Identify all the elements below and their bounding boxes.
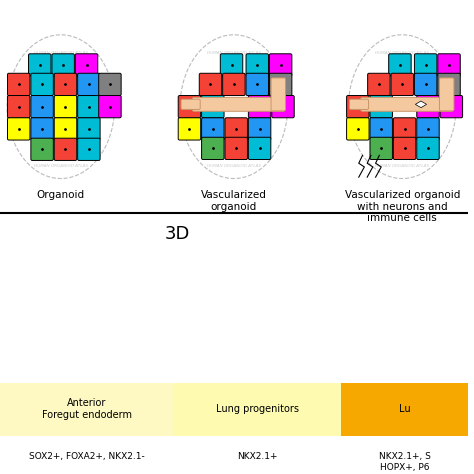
FancyBboxPatch shape	[248, 118, 271, 140]
FancyBboxPatch shape	[393, 137, 416, 160]
FancyBboxPatch shape	[8, 96, 30, 118]
FancyBboxPatch shape	[31, 96, 53, 118]
FancyBboxPatch shape	[178, 96, 201, 118]
Text: NKX2.1+: NKX2.1+	[237, 452, 277, 461]
FancyBboxPatch shape	[414, 54, 437, 76]
Polygon shape	[415, 101, 427, 108]
FancyBboxPatch shape	[361, 97, 453, 111]
Text: HUMAN ORGANOID ATLAS: HUMAN ORGANOID ATLAS	[375, 164, 429, 168]
FancyBboxPatch shape	[391, 73, 413, 96]
FancyBboxPatch shape	[269, 54, 292, 76]
FancyBboxPatch shape	[368, 73, 390, 96]
FancyBboxPatch shape	[223, 73, 245, 96]
FancyBboxPatch shape	[199, 73, 222, 96]
FancyBboxPatch shape	[417, 96, 439, 118]
FancyBboxPatch shape	[438, 73, 460, 96]
FancyBboxPatch shape	[181, 99, 200, 109]
FancyBboxPatch shape	[389, 54, 411, 76]
FancyBboxPatch shape	[8, 118, 30, 140]
FancyBboxPatch shape	[225, 137, 247, 160]
Text: Vascularized
organoid: Vascularized organoid	[201, 190, 267, 212]
Bar	[173, 383, 341, 436]
Text: HUMAN ORGANOID ATLAS: HUMAN ORGANOID ATLAS	[207, 51, 261, 55]
Bar	[0, 383, 173, 436]
FancyBboxPatch shape	[201, 96, 224, 118]
FancyBboxPatch shape	[31, 138, 53, 160]
FancyBboxPatch shape	[99, 96, 121, 118]
FancyBboxPatch shape	[220, 54, 243, 76]
FancyBboxPatch shape	[417, 118, 439, 140]
FancyBboxPatch shape	[370, 137, 392, 160]
FancyBboxPatch shape	[248, 137, 271, 160]
FancyBboxPatch shape	[78, 138, 100, 160]
FancyBboxPatch shape	[414, 73, 437, 96]
FancyBboxPatch shape	[246, 54, 268, 76]
FancyBboxPatch shape	[54, 118, 77, 140]
FancyBboxPatch shape	[271, 78, 285, 111]
Text: Organoid: Organoid	[37, 190, 85, 200]
FancyBboxPatch shape	[99, 73, 121, 96]
FancyBboxPatch shape	[78, 96, 100, 118]
FancyBboxPatch shape	[75, 54, 98, 76]
Text: Lu: Lu	[399, 404, 410, 414]
FancyBboxPatch shape	[346, 118, 369, 140]
FancyBboxPatch shape	[248, 96, 271, 118]
Text: NKX2.1+, S
HOPX+, P6: NKX2.1+, S HOPX+, P6	[379, 452, 430, 472]
FancyBboxPatch shape	[78, 73, 100, 96]
FancyBboxPatch shape	[192, 97, 285, 111]
Text: HUMAN ORGANOID ATLAS: HUMAN ORGANOID ATLAS	[34, 51, 88, 55]
FancyBboxPatch shape	[438, 54, 460, 76]
FancyBboxPatch shape	[370, 96, 392, 118]
FancyBboxPatch shape	[28, 54, 51, 76]
FancyBboxPatch shape	[346, 96, 369, 118]
FancyBboxPatch shape	[54, 96, 77, 118]
FancyBboxPatch shape	[269, 73, 292, 96]
FancyBboxPatch shape	[52, 54, 74, 76]
FancyBboxPatch shape	[272, 96, 294, 118]
FancyBboxPatch shape	[370, 118, 392, 140]
Text: HUMAN ORGANOID ATLAS: HUMAN ORGANOID ATLAS	[375, 51, 429, 55]
Bar	[341, 383, 468, 436]
Text: 3D: 3D	[165, 225, 191, 243]
FancyBboxPatch shape	[225, 118, 247, 140]
FancyBboxPatch shape	[54, 73, 77, 96]
Text: Anterior
Foregut endoderm: Anterior Foregut endoderm	[42, 399, 131, 420]
FancyBboxPatch shape	[31, 73, 53, 96]
Text: HUMAN ORGANOID ATLAS: HUMAN ORGANOID ATLAS	[34, 164, 88, 168]
FancyBboxPatch shape	[8, 73, 30, 96]
FancyBboxPatch shape	[78, 118, 100, 140]
FancyBboxPatch shape	[201, 137, 224, 160]
FancyBboxPatch shape	[349, 99, 369, 109]
Text: HUMAN ORGANOID ATLAS: HUMAN ORGANOID ATLAS	[207, 164, 261, 168]
FancyBboxPatch shape	[178, 118, 201, 140]
Text: Vascularized organoid
with neurons and
immune cells: Vascularized organoid with neurons and i…	[345, 190, 460, 223]
FancyBboxPatch shape	[246, 73, 268, 96]
FancyBboxPatch shape	[393, 118, 416, 140]
Text: Lung progenitors: Lung progenitors	[216, 404, 299, 414]
FancyBboxPatch shape	[439, 78, 454, 111]
Text: SOX2+, FOXA2+, NKX2.1-: SOX2+, FOXA2+, NKX2.1-	[28, 452, 145, 461]
FancyBboxPatch shape	[417, 137, 439, 160]
FancyBboxPatch shape	[54, 138, 77, 160]
FancyBboxPatch shape	[31, 118, 53, 140]
FancyBboxPatch shape	[201, 118, 224, 140]
FancyBboxPatch shape	[440, 96, 463, 118]
